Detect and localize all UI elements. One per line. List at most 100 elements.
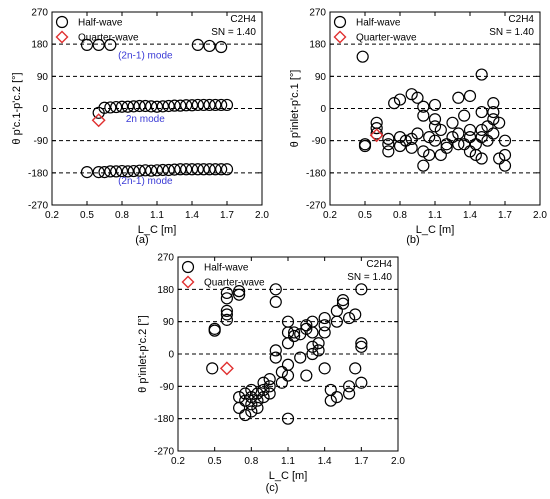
data-point-half-wave (215, 163, 228, 176)
data-point-half-wave (239, 387, 252, 400)
legend-label: Quarter-wave (78, 33, 139, 44)
data-point-half-wave (269, 295, 282, 309)
data-point-half-wave (312, 337, 325, 350)
data-point-half-wave (263, 373, 276, 386)
data-point-half-wave (487, 127, 500, 140)
data-point-half-wave (434, 123, 447, 137)
data-point-half-wave (306, 326, 319, 339)
data-point-half-wave (233, 391, 246, 404)
data-point-quarter-wave (369, 128, 384, 143)
x-tick-label: 0.8 (244, 456, 258, 467)
data-point-half-wave (174, 99, 187, 112)
data-point-half-wave (150, 100, 164, 113)
data-point-half-wave (411, 91, 424, 104)
data-point-half-wave (150, 164, 164, 177)
data-point-half-wave (405, 88, 418, 101)
y-tick-label: 270 (309, 8, 326, 19)
x-axis-title: L_C [m] (416, 224, 455, 236)
x-tick-label: 1.7 (498, 210, 512, 221)
data-point-half-wave (487, 97, 500, 110)
data-point-half-wave (220, 98, 234, 112)
panel-caption: (a) (135, 234, 148, 246)
data-point-half-wave (98, 166, 111, 179)
data-point-half-wave (469, 148, 482, 162)
data-point-half-wave (180, 99, 193, 112)
data-point-half-wave (180, 163, 193, 176)
y-tick-label: -90 (160, 382, 175, 393)
x-tick-label: 1.4 (318, 456, 332, 467)
data-point-half-wave (487, 105, 500, 119)
data-point-half-wave (269, 351, 282, 364)
data-point-half-wave (281, 358, 295, 371)
data-point-half-wave (127, 100, 140, 113)
data-point-half-wave (215, 98, 228, 112)
legend-label: Quarter-wave (204, 278, 265, 289)
data-point-half-wave (330, 391, 343, 404)
data-point-half-wave (245, 383, 258, 397)
data-point-half-wave (233, 288, 246, 301)
data-point-half-wave (300, 369, 313, 382)
panel-caption: (c) (266, 482, 279, 494)
data-point-half-wave (417, 100, 430, 113)
data-point-half-wave (206, 362, 219, 375)
data-point-half-wave (343, 380, 356, 393)
data-point-half-wave (269, 283, 282, 296)
data-point-half-wave (197, 163, 210, 176)
x-tick-label: 2.0 (255, 210, 269, 221)
legend-marker-quarter-wave (181, 275, 195, 289)
data-point-half-wave (288, 326, 301, 339)
data-point-half-wave (498, 159, 512, 172)
y-tick-label: 180 (31, 40, 48, 51)
data-point-half-wave (358, 138, 372, 151)
data-point-half-wave (209, 163, 222, 176)
data-point-half-wave (330, 304, 343, 317)
x-tick-label: 1.1 (150, 210, 164, 221)
data-point-half-wave (318, 311, 331, 325)
data-point-half-wave (245, 391, 258, 404)
data-point-half-wave (191, 38, 204, 51)
panel-caption: (b) (406, 234, 419, 246)
data-point-half-wave (110, 100, 123, 114)
data-point-half-wave (423, 130, 436, 144)
data-point-half-wave (475, 152, 488, 165)
data-point-half-wave (417, 159, 430, 172)
x-tick-label: 0.5 (80, 210, 94, 221)
data-point-half-wave (306, 347, 319, 361)
data-point-half-wave (318, 362, 331, 375)
data-point-half-wave (203, 39, 216, 53)
data-point-half-wave (393, 130, 407, 144)
y-tick-label: -270 (306, 201, 326, 212)
data-point-half-wave (382, 145, 395, 158)
legend-marker-quarter-wave (333, 30, 347, 44)
y-tick-label: 180 (309, 40, 326, 51)
x-tick-label: 1.1 (281, 456, 295, 467)
data-point-half-wave (245, 405, 258, 418)
mode-label: (2n-1) mode (118, 50, 173, 61)
y-tick-label: 90 (37, 72, 49, 83)
annotation-fuel: C2H4 (508, 14, 534, 25)
data-point-half-wave (215, 40, 228, 54)
x-axis-title: L_C [m] (138, 224, 177, 236)
x-tick-label: 0.5 (358, 210, 372, 221)
mode-label: (2n-1) mode (118, 176, 173, 187)
panel-b: 0.2 0.5 0.8 1.1 1.4 1.7 2.0 -270 -180 -90 0 90 180 27… (289, 8, 547, 247)
x-tick-label: 1.4 (463, 210, 477, 221)
y-tick-label: -270 (154, 447, 174, 458)
data-point-half-wave (185, 99, 199, 112)
data-point-half-wave (370, 122, 383, 135)
data-point-half-wave (330, 315, 343, 328)
data-point-half-wave (121, 165, 134, 178)
data-point-half-wave (475, 123, 488, 137)
data-point-half-wave (121, 100, 134, 113)
data-point-half-wave (233, 401, 246, 414)
y-tick-label: 90 (163, 317, 175, 328)
annotation-swirl-number: SN = 1.40 (489, 27, 534, 38)
data-point-half-wave (92, 38, 105, 51)
data-point-half-wave (428, 113, 442, 126)
x-tick-label: 0.2 (323, 210, 337, 221)
data-point-half-wave (393, 93, 407, 106)
panel-a: 0.2 0.5 0.8 1.1 1.4 1.7 2.0 -270 -180 -90 0 90 180 27… (11, 8, 269, 247)
data-point-half-wave (463, 123, 477, 137)
legend-marker-half-wave (55, 15, 69, 29)
legend-label: Quarter-wave (356, 33, 417, 44)
